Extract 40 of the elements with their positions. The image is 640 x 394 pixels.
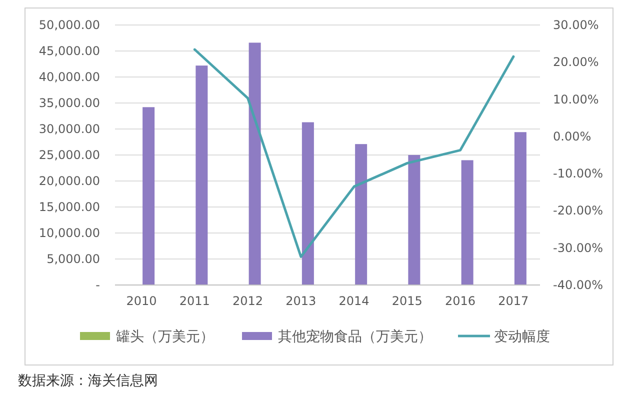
y2-tick-label: 30.00% [553, 18, 599, 32]
y2-tick-label: -10.00% [553, 166, 604, 181]
x-tick-label: 2015 [392, 294, 422, 308]
y-tick-label: - [96, 278, 100, 292]
bar [408, 155, 420, 285]
legend-label: 变动幅度 [494, 329, 550, 345]
bar [514, 132, 526, 285]
y-tick-label: 10,000.00 [38, 226, 100, 240]
bar [248, 42, 261, 285]
y-tick-label: 40,000.00 [38, 70, 100, 84]
bar [355, 144, 368, 285]
y2-tick-label: -40.00% [553, 278, 604, 292]
bar [142, 107, 155, 285]
line-series [193, 48, 515, 258]
legend-label: 其他宠物食品（万美元） [278, 329, 432, 345]
x-tick-label: 2012 [232, 294, 264, 308]
source-note: 数据来源：海关信息网 [18, 373, 158, 389]
bar [302, 122, 314, 285]
x-tick-label: 2017 [498, 294, 529, 308]
y-tick-label: 35,000.00 [38, 96, 100, 110]
y-tick-label: 20,000.00 [38, 174, 100, 188]
bar [196, 66, 208, 285]
x-tick-label: 2016 [445, 294, 476, 308]
y2-tick-label: 10.00% [553, 92, 599, 106]
y2-tick-label: 20.00% [553, 55, 599, 70]
y-tick-label: 5,000.00 [46, 252, 100, 266]
y2-tick-label: -20.00% [553, 204, 604, 218]
x-tick-label: 2014 [338, 294, 370, 308]
y2-tick-label: 0.00% [553, 129, 592, 144]
legend-label: 罐头（万美元） [116, 329, 214, 345]
x-tick-label: 2011 [179, 294, 210, 308]
x-tick-label: 2010 [126, 294, 157, 308]
y-tick-label: 45,000.00 [38, 44, 100, 58]
y-tick-label: 15,000.00 [38, 200, 100, 214]
y2-tick-label: -30.00% [553, 240, 604, 255]
y-tick-label: 50,000.00 [38, 18, 100, 32]
bar [461, 160, 474, 285]
y-tick-label: 25,000.00 [38, 148, 100, 162]
x-tick-label: 2013 [286, 294, 316, 308]
y-tick-label: 30,000.00 [38, 122, 100, 136]
